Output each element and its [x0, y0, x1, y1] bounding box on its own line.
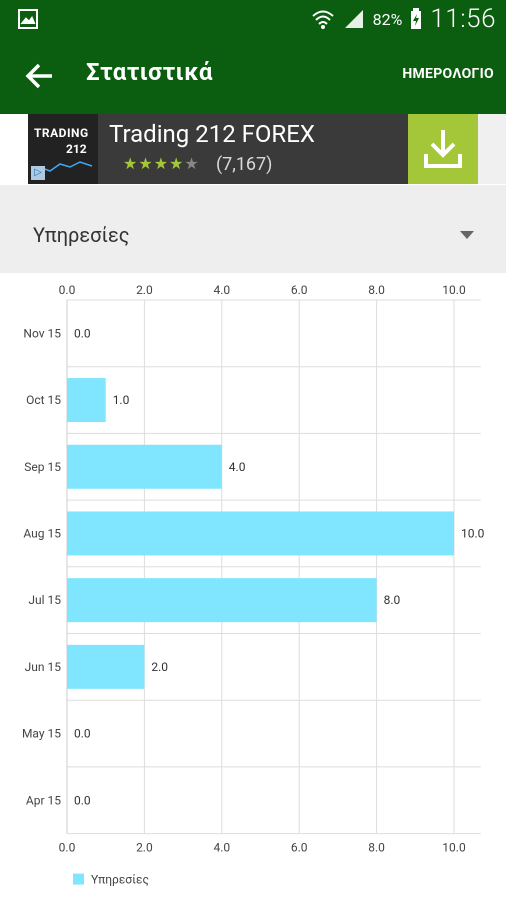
calendar-button[interactable]: ΗΜΕΡΟΛΟΓΙΟ — [402, 66, 494, 82]
x-tick-label-top: 6.0 — [291, 283, 308, 297]
download-icon — [424, 130, 462, 168]
bar — [67, 644, 145, 689]
x-tick-label-top: 2.0 — [136, 283, 153, 297]
x-tick-label-top: 0.0 — [59, 283, 76, 297]
battery-percent: 82% — [372, 9, 403, 29]
signal-icon — [344, 10, 363, 28]
category-label: Sep 15 — [24, 460, 61, 474]
ad-rating-count: (7,167) — [216, 154, 273, 175]
clock: 11:56 — [430, 4, 496, 34]
ad-rating-stars: ★★★★★ — [123, 154, 200, 173]
x-tick-label-bottom: 2.0 — [136, 841, 153, 855]
gallery-notification-icon — [18, 9, 38, 29]
category-label: Jul 15 — [28, 593, 61, 607]
bar — [67, 378, 106, 423]
bar-chart: 0.0 0.0 2.0 2.0 4.0 4.0 6.0 6.0 8.0 8.0 10.0 10.0 No… — [0, 275, 506, 900]
bar-value-label: 4.0 — [229, 460, 246, 474]
category-label: May 15 — [22, 727, 61, 741]
legend-label: Υπηρεσίες — [91, 873, 149, 887]
category-dropdown[interactable]: Υπηρεσίες — [33, 223, 130, 247]
bar-value-label: 0.0 — [74, 793, 91, 807]
ad-logo-text-top: TRADING — [34, 126, 89, 140]
x-tick-label-bottom: 8.0 — [368, 841, 385, 855]
bar-chart-svg: 0.0 0.0 2.0 2.0 4.0 4.0 6.0 6.0 8.0 8.0 10.0 10.0 No… — [22, 283, 485, 887]
category-label: Apr 15 — [26, 793, 61, 807]
bar-value-label: 8.0 — [384, 593, 401, 607]
bar-value-label: 10.0 — [461, 526, 485, 540]
bar-value-label: 1.0 — [113, 393, 130, 407]
bar — [67, 444, 222, 489]
star-icon: ★ — [138, 154, 154, 173]
ad-banner[interactable]: TRADING 212 ▷ Trading 212 FOREX ★★★★★ (7… — [28, 114, 506, 184]
battery-charging-icon — [411, 8, 422, 29]
category-label: Oct 15 — [26, 393, 61, 407]
app-bar: Στατιστικά ΗΜΕΡΟΛΟΓΙΟ — [0, 38, 506, 114]
bar-value-label: 2.0 — [151, 660, 168, 674]
x-tick-label-top: 8.0 — [368, 283, 385, 297]
x-tick-label-bottom: 10.0 — [442, 841, 466, 855]
bar — [67, 511, 454, 556]
category-label: Nov 15 — [23, 326, 61, 340]
bar-value-label: 0.0 — [74, 727, 91, 741]
x-tick-label-bottom: 6.0 — [291, 841, 308, 855]
legend-swatch — [73, 873, 84, 885]
wifi-icon — [311, 10, 334, 29]
star-icon: ★ — [169, 154, 185, 173]
star-icon: ★ — [123, 154, 139, 173]
status-icons: 82% 11:56 — [311, 4, 496, 34]
back-arrow-icon[interactable] — [24, 62, 56, 90]
dropdown-arrow-icon[interactable] — [460, 231, 474, 239]
ad-right-edge — [478, 114, 506, 184]
status-bar: 82% 11:56 — [0, 0, 506, 38]
x-tick-label-bottom: 0.0 — [59, 841, 76, 855]
x-tick-label-top: 10.0 — [442, 283, 466, 297]
bar — [67, 578, 377, 623]
page-title: Στατιστικά — [86, 58, 213, 86]
category-label: Jun 15 — [25, 660, 62, 674]
category-label: Aug 15 — [23, 526, 61, 540]
x-tick-label-bottom: 4.0 — [213, 841, 230, 855]
ad-title: Trading 212 FOREX — [109, 120, 315, 148]
ad-logo-text-bottom: 212 — [66, 142, 87, 156]
star-icon: ★ — [153, 154, 170, 173]
x-tick-label-top: 4.0 — [213, 283, 230, 297]
bar-value-label: 0.0 — [74, 326, 91, 340]
ad-install-button[interactable] — [408, 114, 478, 184]
filter-section — [0, 185, 506, 273]
adchoices-icon[interactable]: ▷ — [31, 166, 45, 180]
star-empty-icon: ★ — [184, 154, 200, 173]
